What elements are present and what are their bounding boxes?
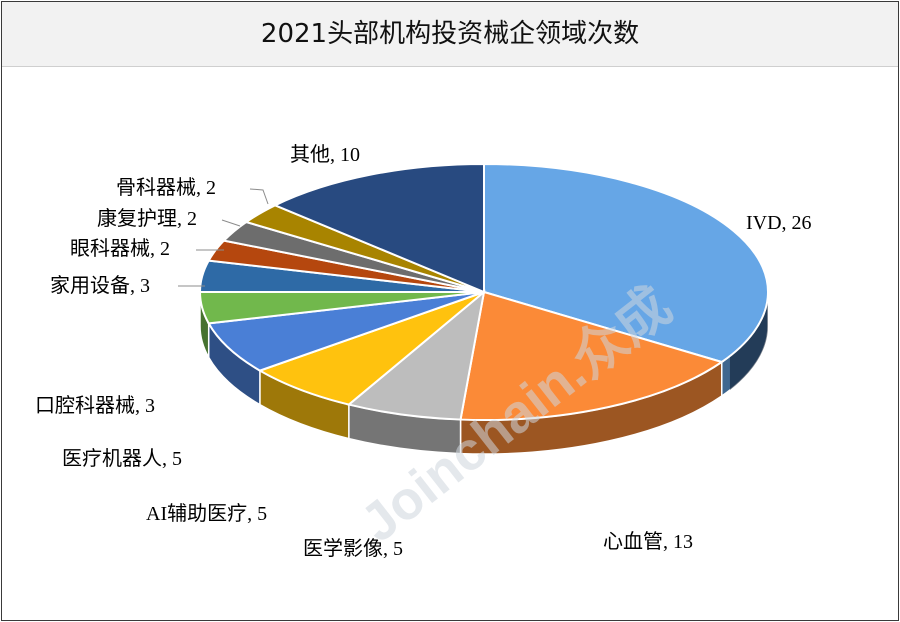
slice-label-2: 医学影像, 5 — [303, 537, 403, 560]
slice-label-7: 眼科器械, 2 — [70, 237, 170, 260]
slice-10 — [272, 162, 485, 294]
slice-label-9: 骨科器械, 2 — [116, 176, 216, 199]
pie-sides — [199, 291, 769, 455]
slice-label-10: 其他, 10 — [290, 143, 360, 166]
leader-line-8 — [221, 219, 241, 227]
side-shadow — [729, 296, 768, 390]
label-leader-lines — [178, 188, 269, 287]
leader-line-9 — [249, 188, 269, 205]
slice-label-1: 心血管, 13 — [603, 530, 693, 553]
slice-label-4: 医疗机器人, 5 — [62, 447, 182, 470]
slice-1 — [459, 290, 725, 421]
slice-3 — [257, 291, 485, 406]
title-bar — [2, 2, 898, 67]
slice-label-0: IVD, 26 — [746, 212, 812, 234]
slice-label-3: AI辅助医疗, 5 — [146, 502, 267, 525]
slice-label-8: 康复护理, 2 — [97, 207, 197, 230]
pie-top-slices — [198, 162, 769, 421]
slice-label-6: 家用设备, 3 — [50, 274, 150, 297]
chart-title: 2021头部机构投资械企领域次数 — [260, 19, 640, 49]
slice-label-5: 口腔科器械, 3 — [35, 394, 155, 417]
slice-4 — [207, 291, 485, 372]
slice-2 — [346, 289, 486, 421]
slice-labels: IVD, 26 心血管, 13 医学影像, 5 AI辅助医疗, 5 医疗机器人, 5 口腔… — [35, 143, 812, 560]
